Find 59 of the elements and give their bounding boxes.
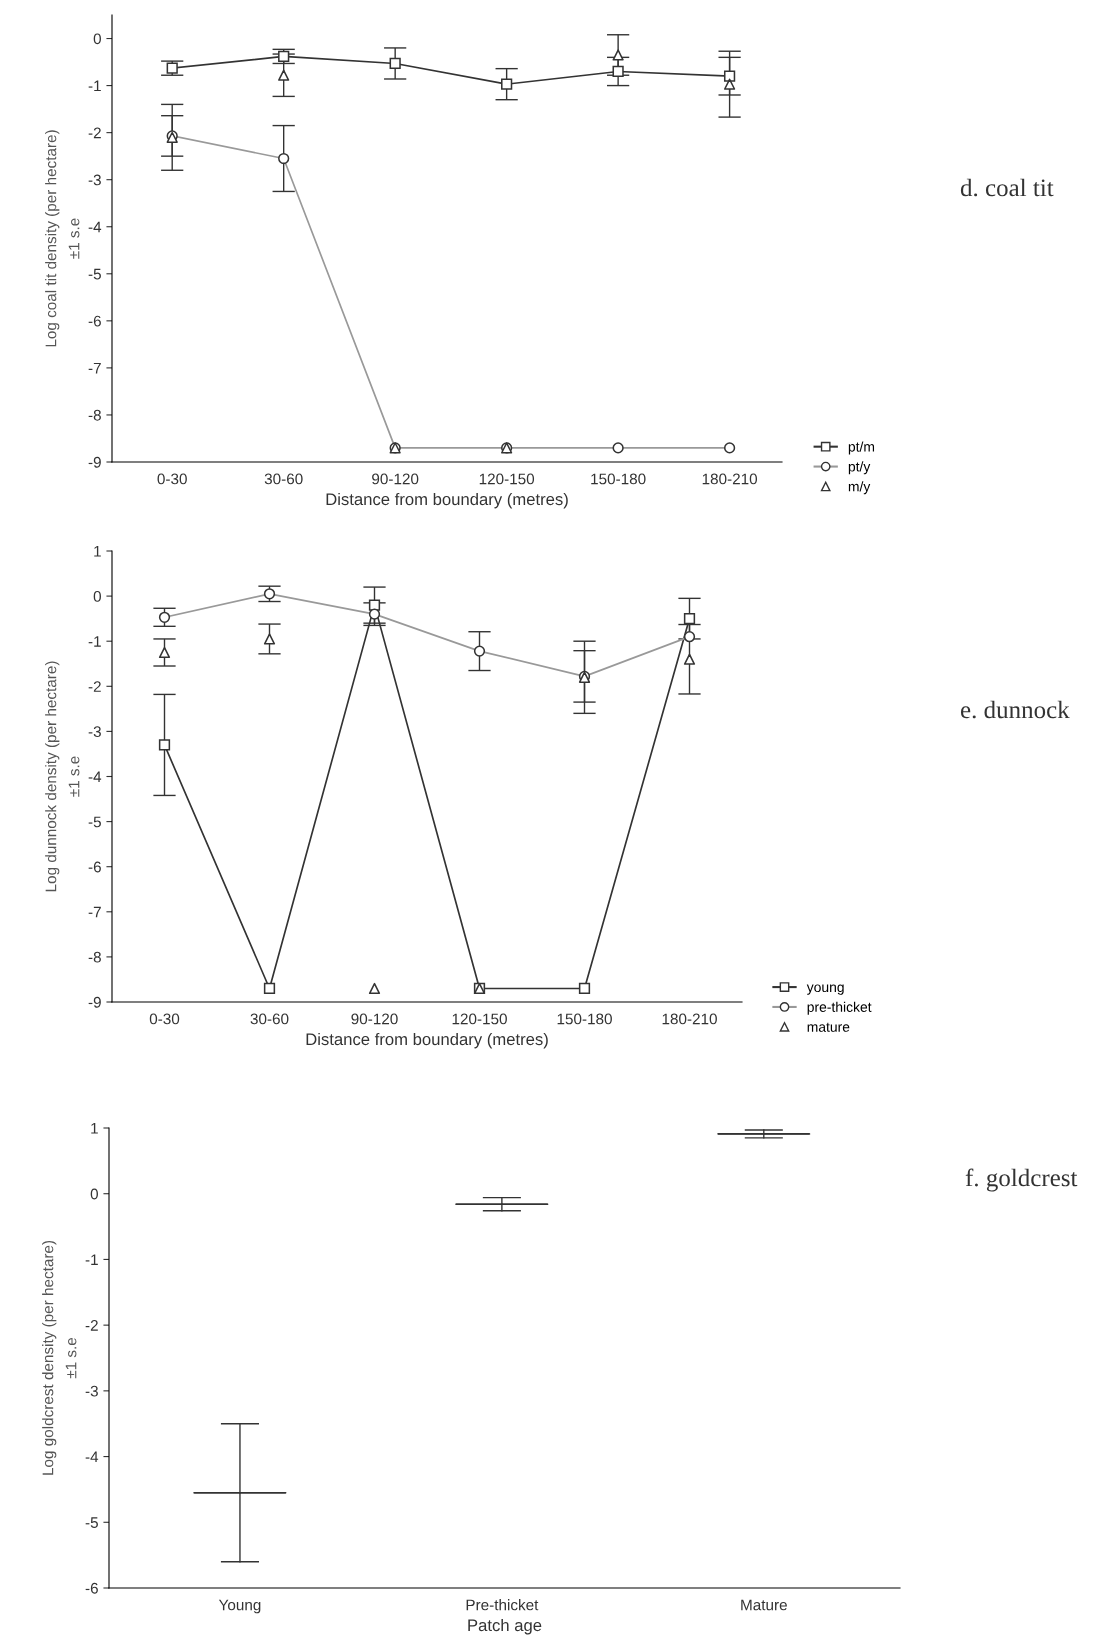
x-tick-label: Pre-thicket (466, 1599, 539, 1611)
x-tick-label: 30-60 (264, 473, 303, 485)
legend-label: mature (807, 1022, 850, 1032)
y-tick-label: -4 (85, 1451, 99, 1463)
y-tick-label: -3 (88, 726, 101, 738)
y-tick-label: -9 (88, 456, 101, 468)
x-tick-label: 120-150 (452, 1013, 507, 1025)
y-tick-label: -6 (88, 315, 101, 327)
y-tick-label: -5 (85, 1517, 98, 1528)
y-tick-label: 0 (93, 590, 101, 602)
y-axis-title: Log dunnock density (per hectare) ±1 s.e (45, 661, 80, 892)
y-tick-label: 0 (93, 33, 101, 45)
x-tick-label: Mature (741, 1599, 787, 1611)
y-tick-label: -1 (88, 636, 101, 647)
y-tick-label: 0 (90, 1188, 98, 1200)
y-tick-label: -4 (88, 221, 102, 233)
y-axis-title: Log coal tit density (per hectare) ±1 s.e (45, 130, 80, 347)
x-tick-label: 150-180 (557, 1013, 612, 1025)
y-tick-label: -1 (88, 80, 101, 92)
y-tick-label: -3 (88, 174, 101, 186)
y-tick-label: 1 (94, 546, 101, 557)
y-tick-label: -6 (85, 1582, 98, 1594)
text: e. dunnock (960, 700, 1070, 719)
x-tick-label: 30-60 (250, 1013, 289, 1025)
y-tick-label: -6 (88, 861, 101, 873)
y-tick-label: -2 (85, 1320, 98, 1331)
y-tick-label: -4 (88, 771, 102, 783)
x-tick-label: 90-120 (372, 473, 419, 485)
y-tick-label: -5 (88, 268, 101, 280)
legend-label: pre-thicket (807, 1001, 872, 1015)
x-tick-label: Young (218, 1599, 261, 1614)
y-tick-label: 1 (91, 1123, 98, 1134)
x-tick-label: 0-30 (149, 1013, 180, 1025)
legend-label: pt/m (848, 441, 875, 455)
y-tick-label: -8 (88, 951, 101, 963)
legend-label: pt/y (848, 461, 871, 475)
legend-label: young (806, 984, 844, 995)
x-axis-title: Distance from boundary (metres) (326, 492, 568, 509)
text: f. goldcrest (965, 1168, 1078, 1192)
y-tick-label: -3 (85, 1385, 98, 1397)
y-tick-label: -7 (88, 362, 101, 374)
x-tick-label: 0-30 (157, 473, 187, 485)
x-tick-label: 180-210 (702, 473, 758, 485)
y-tick-label: -8 (88, 409, 101, 421)
y-tick-label: -5 (88, 816, 101, 828)
y-tick-label: -1 (85, 1254, 98, 1265)
x-axis-title: Distance from boundary (metres) (306, 1032, 548, 1049)
y-tick-label: -7 (88, 906, 101, 918)
text: d. coal tit (960, 178, 1054, 197)
y-tick-label: -2 (88, 681, 101, 692)
x-tick-label: 90-120 (351, 1013, 398, 1025)
legend-label: m/y (848, 481, 871, 495)
x-tick-label: 150-180 (591, 473, 646, 485)
x-axis-title: Patch age (468, 1618, 542, 1635)
x-tick-label: 120-150 (479, 473, 535, 485)
y-axis-title: Log goldcrest density (per hectare) ±1 s.e (42, 1240, 77, 1475)
x-tick-label: 180-210 (662, 1013, 717, 1025)
y-tick-label: -9 (88, 996, 101, 1008)
y-tick-label: -2 (88, 127, 101, 139)
